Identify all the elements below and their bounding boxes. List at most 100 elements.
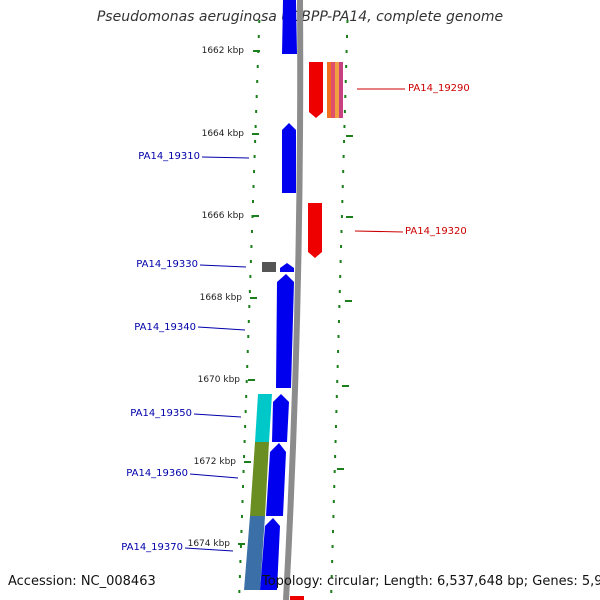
gene-labels-group: PA14_19290 PA14_19310 PA14_19320 PA14_19330… bbox=[121, 83, 470, 553]
tick-dot bbox=[253, 155, 256, 158]
scale-tick-mark bbox=[345, 300, 352, 302]
tick-dot bbox=[244, 410, 247, 413]
scale-tick-mark bbox=[346, 135, 353, 137]
scale-tick-label: 1666 kbp bbox=[202, 211, 245, 221]
scale-tick-mark bbox=[252, 215, 259, 217]
features-group bbox=[244, 62, 343, 590]
tick-dot bbox=[344, 80, 347, 83]
tick-dot bbox=[332, 515, 335, 518]
tick-dot bbox=[245, 380, 248, 383]
gene-arrow bbox=[276, 274, 294, 388]
tick-dot bbox=[330, 590, 333, 593]
tick-dot bbox=[244, 425, 247, 428]
tick-dot bbox=[345, 65, 348, 68]
scale-tick-label: 1664 kbp bbox=[202, 129, 245, 139]
feature-19330 bbox=[262, 262, 276, 272]
gene-label: PA14_19340 bbox=[134, 322, 196, 333]
gene-label: PA14_19320 bbox=[405, 226, 467, 237]
tick-dot bbox=[255, 110, 258, 113]
tick-dot bbox=[341, 200, 344, 203]
tick-dot bbox=[254, 140, 257, 143]
tick-dot bbox=[343, 125, 346, 128]
gene-label: PA14_19360 bbox=[126, 468, 188, 479]
tick-dot bbox=[252, 200, 254, 203]
tick-dot bbox=[340, 245, 343, 248]
tick-dot bbox=[339, 260, 342, 263]
gene-arrow bbox=[282, 123, 296, 193]
scale-tick-label: 1672 kbp bbox=[194, 457, 237, 467]
tick-dot bbox=[254, 125, 257, 128]
tick-dot bbox=[340, 215, 343, 218]
tick-dot bbox=[338, 290, 341, 293]
gene-label: PA14_19330 bbox=[136, 259, 198, 270]
feature-19370 bbox=[244, 516, 265, 590]
scale-tick-mark bbox=[342, 385, 349, 387]
scale-tick-mark bbox=[346, 216, 353, 218]
tick-dot bbox=[337, 350, 340, 353]
reverse-feature-19290 bbox=[327, 62, 331, 118]
tick-dots-group bbox=[238, 20, 349, 593]
gene-label: PA14_19310 bbox=[138, 151, 200, 162]
accession-text: Accession: NC_008463 bbox=[8, 574, 156, 589]
tick-dot bbox=[249, 260, 252, 263]
tick-dot bbox=[336, 365, 339, 368]
tick-dot bbox=[240, 515, 243, 518]
tick-dot bbox=[256, 80, 259, 83]
tick-dot bbox=[330, 575, 333, 578]
tick-dot bbox=[248, 290, 251, 293]
tick-dot bbox=[341, 185, 344, 188]
tick-dot bbox=[331, 530, 334, 533]
tick-dot bbox=[252, 185, 255, 188]
gene-leader-line bbox=[201, 156, 250, 159]
tick-dot bbox=[345, 50, 348, 53]
tick-dot bbox=[242, 470, 245, 473]
tick-dot bbox=[249, 275, 252, 278]
gene-arrow bbox=[280, 263, 294, 272]
tick-dot bbox=[242, 485, 245, 488]
tick-dot bbox=[238, 575, 241, 578]
tick-dot bbox=[250, 245, 253, 248]
tick-dot bbox=[336, 380, 339, 383]
tick-dot bbox=[256, 65, 259, 68]
tick-dot bbox=[331, 560, 334, 563]
tick-dot bbox=[335, 410, 338, 413]
backbone-track bbox=[283, 0, 304, 600]
scale-tick-label: 1674 kbp bbox=[188, 539, 231, 549]
tick-dot bbox=[343, 110, 346, 113]
scale-tick-mark bbox=[248, 379, 255, 381]
tick-dot bbox=[255, 95, 258, 98]
scale-tick-label: 1670 kbp bbox=[198, 375, 241, 385]
tick-dot bbox=[334, 440, 337, 443]
gene-leader-line bbox=[354, 230, 404, 233]
gene-label: PA14_19350 bbox=[130, 408, 192, 419]
tick-dot bbox=[239, 560, 242, 563]
gene-leader-line bbox=[189, 473, 239, 479]
tick-dot bbox=[257, 35, 260, 38]
tick-dot bbox=[335, 395, 338, 398]
tick-dot bbox=[346, 35, 349, 38]
gene-arrow bbox=[272, 394, 289, 442]
tick-dot bbox=[243, 440, 246, 443]
scale-tick-mark bbox=[253, 50, 260, 52]
tick-dot bbox=[250, 230, 253, 233]
gene-leader-line bbox=[199, 264, 247, 268]
tick-dot bbox=[338, 305, 341, 308]
gene-leader-line bbox=[184, 547, 234, 552]
tick-dot bbox=[346, 20, 349, 23]
genes-group bbox=[260, 0, 323, 600]
gene-label: PA14_19290 bbox=[408, 83, 470, 94]
scale-tick-mark bbox=[250, 297, 257, 299]
tick-dot bbox=[337, 335, 340, 338]
tick-dot bbox=[245, 395, 248, 398]
gene-arrow bbox=[266, 443, 286, 516]
gene-arrow bbox=[290, 596, 304, 600]
tick-dot bbox=[342, 155, 345, 158]
tick-dot bbox=[243, 455, 246, 458]
tick-dot bbox=[337, 320, 340, 323]
tick-dot bbox=[241, 500, 244, 503]
reverse-feature-19290 bbox=[335, 62, 339, 118]
tick-dot bbox=[238, 590, 241, 593]
tick-dot bbox=[340, 230, 343, 233]
tick-dot bbox=[240, 530, 243, 533]
